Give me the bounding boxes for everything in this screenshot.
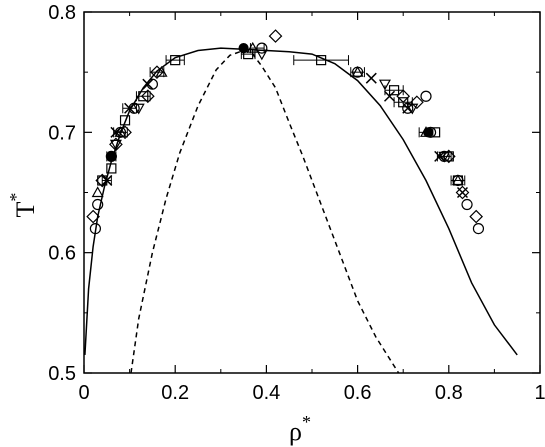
circle-marker bbox=[89, 223, 102, 235]
square-marker bbox=[138, 91, 149, 102]
x-marker bbox=[383, 90, 396, 102]
square-marker bbox=[316, 55, 327, 66]
square-marker bbox=[398, 97, 409, 108]
triangle-up-marker bbox=[351, 65, 364, 77]
triangle-down-marker bbox=[255, 49, 268, 61]
triangle-down-marker bbox=[132, 103, 145, 115]
triangle-down-marker bbox=[378, 79, 391, 91]
square-marker bbox=[170, 55, 181, 66]
x-tick-label: 0.6 bbox=[344, 382, 372, 404]
circle-marker bbox=[256, 42, 268, 54]
x-tick-label: 0.2 bbox=[161, 382, 189, 404]
x-marker bbox=[402, 102, 414, 114]
filled-circle-marker bbox=[106, 151, 117, 162]
x-tick-label: 1 bbox=[534, 382, 545, 404]
plot-frame bbox=[83, 11, 541, 374]
axis-ticks bbox=[83, 11, 541, 374]
triangle-up-marker bbox=[451, 174, 464, 186]
axis-tick-labels: 0 0.2 0.4 0.6 0.8 1 0.5 0.6 0.7 0.8 bbox=[48, 2, 545, 404]
triangle-up-marker bbox=[91, 186, 104, 198]
x-marker bbox=[142, 78, 154, 90]
square-marker bbox=[388, 85, 400, 96]
diamond-marker bbox=[268, 29, 283, 43]
square-marker bbox=[106, 163, 117, 174]
triangle-up-marker bbox=[419, 126, 433, 137]
square-marker bbox=[119, 115, 131, 126]
x-tick-label: 0.4 bbox=[252, 382, 280, 404]
x-axis-label: ρ* bbox=[289, 412, 311, 446]
circle-marker bbox=[92, 198, 104, 211]
x-marker bbox=[110, 126, 122, 138]
x-tick-label: 0.8 bbox=[435, 382, 463, 404]
diamond-marker bbox=[150, 65, 164, 80]
plot-area bbox=[84, 29, 518, 374]
x-marker bbox=[101, 174, 113, 186]
y-tick-label: 0.7 bbox=[48, 122, 76, 144]
triangle-up-marker bbox=[246, 41, 259, 53]
x-marker bbox=[365, 72, 377, 84]
diamond-marker bbox=[140, 89, 155, 104]
square-marker bbox=[243, 49, 254, 60]
diamond-marker bbox=[410, 95, 424, 110]
y-tick-label: 0.8 bbox=[48, 2, 76, 24]
diamond-marker bbox=[118, 125, 132, 140]
circle-marker bbox=[461, 198, 473, 211]
circle-marker bbox=[420, 90, 432, 102]
diamond-marker bbox=[455, 185, 470, 200]
diamond-marker bbox=[396, 89, 411, 104]
x-marker bbox=[456, 186, 469, 199]
square-marker bbox=[430, 127, 441, 138]
x-marker bbox=[434, 150, 446, 162]
triangle-down-marker bbox=[109, 139, 122, 151]
y-tick-label: 0.6 bbox=[48, 243, 76, 265]
x-tick-label: 0 bbox=[78, 382, 89, 404]
triangle-up-marker bbox=[155, 65, 168, 77]
spinodal-curve bbox=[130, 49, 400, 374]
diamond-marker bbox=[469, 209, 484, 224]
error-bar bbox=[293, 55, 349, 66]
error-bar bbox=[165, 55, 185, 66]
x-marker bbox=[124, 102, 136, 114]
circle-marker bbox=[472, 223, 485, 235]
y-axis-label: T* bbox=[6, 193, 40, 218]
y-tick-label: 0.5 bbox=[48, 363, 76, 385]
diamond-marker bbox=[86, 209, 100, 224]
